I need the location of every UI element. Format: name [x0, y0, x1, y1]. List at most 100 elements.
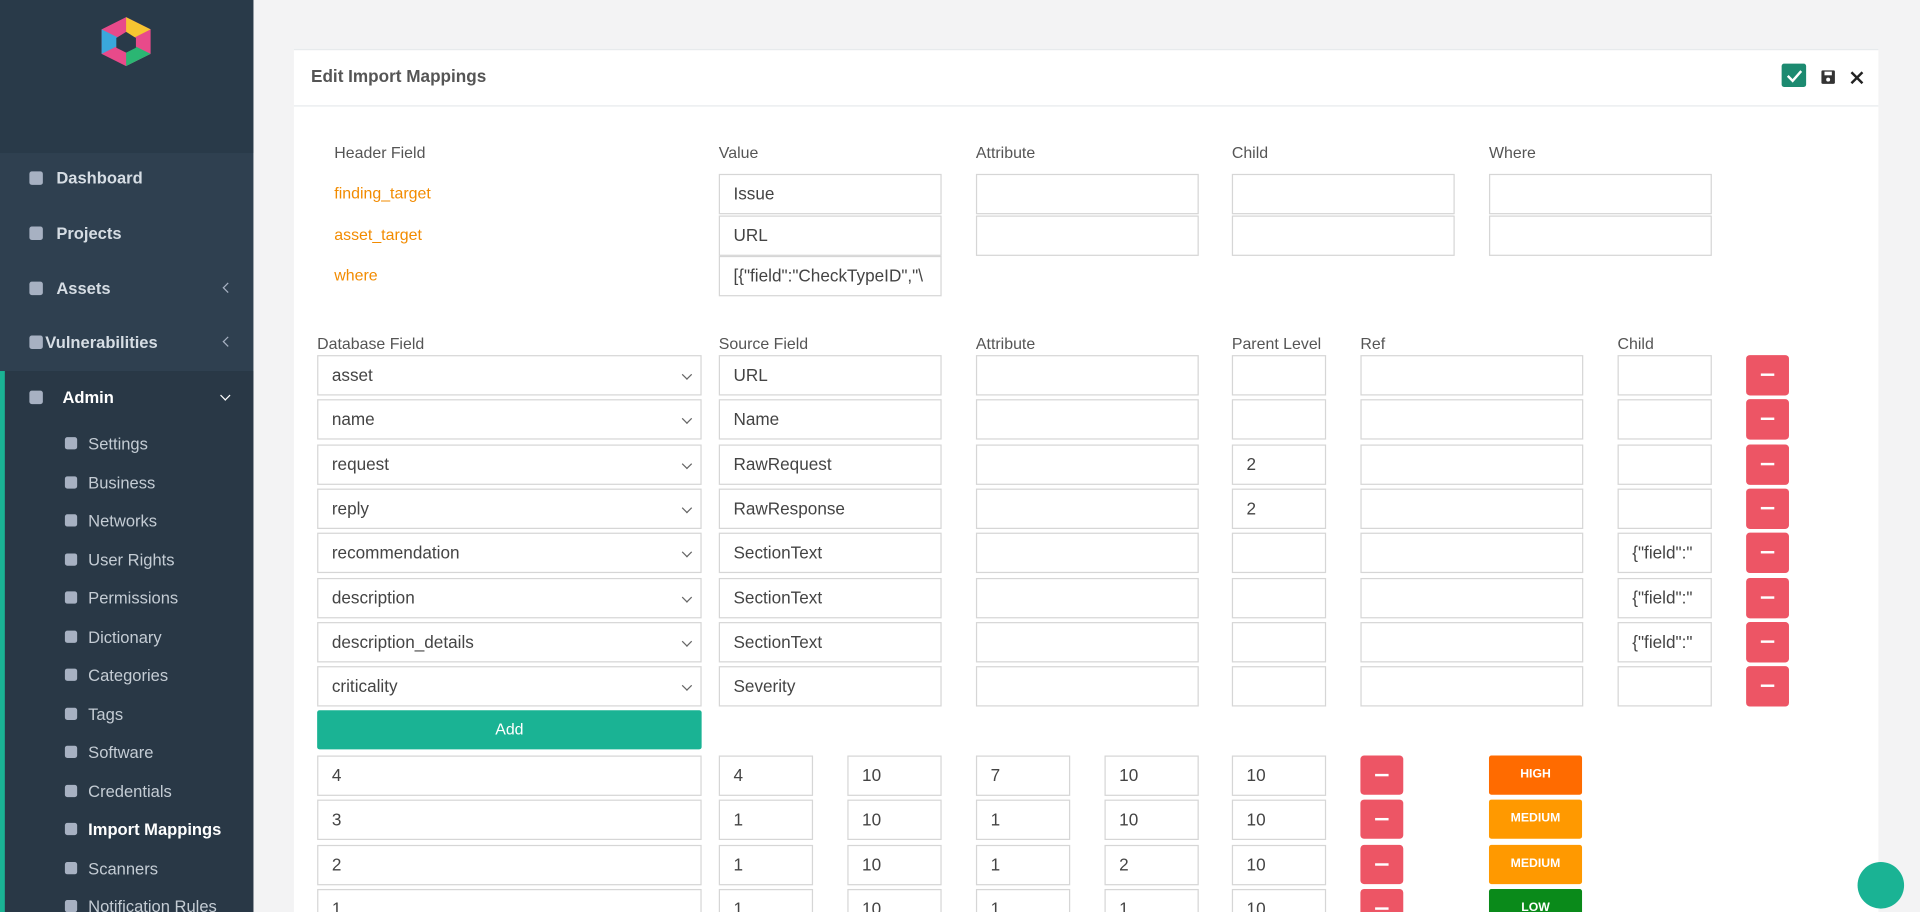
sub-nav-item[interactable]: Import Mappings — [88, 820, 222, 839]
confirm-button[interactable] — [1781, 63, 1807, 87]
mapping-input[interactable] — [975, 355, 1199, 396]
chat-button[interactable] — [1857, 862, 1905, 909]
value-input[interactable]: [{"field":"CheckTypeID","\ — [718, 255, 942, 297]
remove-button[interactable] — [1746, 355, 1789, 396]
mapping-input[interactable] — [1360, 532, 1584, 574]
severity-input[interactable]: 10 — [1231, 755, 1327, 796]
remove-button[interactable] — [1746, 532, 1789, 574]
sub-nav-item[interactable]: Credentials — [88, 781, 172, 801]
mapping-input[interactable] — [1231, 621, 1327, 663]
mapping-input[interactable] — [1231, 355, 1327, 396]
sub-nav-item[interactable]: Dictionary — [88, 627, 162, 646]
severity-input[interactable]: 1 — [1104, 888, 1199, 912]
mapping-input[interactable] — [1617, 666, 1712, 707]
field-select[interactable]: description — [317, 577, 702, 618]
mapping-input[interactable]: Severity — [718, 666, 942, 707]
remove-button[interactable] — [1746, 666, 1789, 707]
severity-input[interactable]: 10 — [1231, 844, 1327, 885]
mapping-input[interactable] — [1617, 443, 1712, 485]
sub-nav-item[interactable]: Software — [88, 743, 154, 762]
sub-nav-item[interactable]: Networks — [88, 511, 158, 531]
mapping-input[interactable] — [1360, 399, 1584, 440]
remove-button[interactable] — [1746, 577, 1789, 618]
mapping-input[interactable]: 2 — [1231, 488, 1327, 529]
nav-item[interactable]: Vulnerabilities — [45, 333, 158, 352]
severity-input[interactable]: 1 — [975, 888, 1071, 912]
mapping-input[interactable] — [1360, 488, 1584, 529]
empty-input[interactable] — [975, 214, 1199, 256]
field-select[interactable]: asset — [317, 355, 702, 396]
sub-nav-item[interactable]: Categories — [88, 666, 169, 685]
close-button[interactable] — [1850, 71, 1864, 85]
remove-button[interactable] — [1360, 755, 1404, 795]
value-input[interactable]: Issue — [718, 173, 942, 215]
mapping-input[interactable]: SectionText — [718, 532, 942, 574]
mapping-input[interactable] — [1231, 666, 1327, 707]
remove-button[interactable] — [1746, 399, 1789, 440]
field-select[interactable]: recommendation — [317, 532, 702, 574]
mapping-input[interactable]: 2 — [1231, 443, 1327, 485]
severity-input[interactable]: 1 — [317, 888, 702, 912]
mapping-input[interactable]: SectionText — [718, 577, 942, 618]
field-select[interactable]: request — [317, 443, 702, 485]
field-select[interactable]: criticality — [317, 666, 702, 707]
severity-input[interactable]: 10 — [847, 799, 942, 841]
mapping-input[interactable] — [1617, 355, 1712, 396]
nav-item[interactable]: Admin — [62, 388, 114, 407]
sub-nav-item[interactable]: Tags — [88, 704, 124, 724]
severity-input[interactable]: 10 — [847, 888, 942, 912]
sub-nav-item[interactable]: Notification Rules — [88, 897, 217, 912]
mapping-input[interactable] — [975, 488, 1199, 529]
sub-nav-item[interactable]: Settings — [88, 434, 148, 454]
mapping-input[interactable] — [975, 399, 1199, 440]
mapping-input[interactable] — [1360, 577, 1584, 618]
severity-input[interactable]: 2 — [1104, 844, 1199, 885]
mapping-input[interactable] — [1360, 621, 1584, 663]
empty-input[interactable] — [1231, 173, 1455, 215]
remove-button[interactable] — [1360, 799, 1404, 840]
mapping-input[interactable]: Name — [718, 399, 942, 440]
field-select[interactable]: name — [317, 399, 702, 440]
mapping-input[interactable] — [1360, 355, 1584, 396]
mapping-input[interactable] — [975, 621, 1199, 663]
mapping-input[interactable] — [1617, 488, 1712, 529]
remove-button[interactable] — [1746, 443, 1789, 485]
empty-input[interactable] — [1488, 173, 1712, 215]
severity-input[interactable]: 10 — [847, 844, 942, 885]
field-select[interactable]: description_details — [317, 621, 702, 663]
severity-input[interactable]: 1 — [718, 888, 814, 912]
mapping-input[interactable]: {"field":" — [1617, 621, 1712, 663]
mapping-input[interactable] — [1360, 443, 1584, 485]
severity-input[interactable]: 4 — [317, 755, 702, 796]
mapping-input[interactable]: {"field":" — [1617, 532, 1712, 574]
nav-item[interactable]: Dashboard — [56, 168, 143, 188]
remove-button[interactable] — [1360, 888, 1404, 912]
nav-item[interactable]: Assets — [56, 279, 111, 298]
severity-input[interactable]: 10 — [1231, 888, 1327, 912]
mapping-input[interactable]: RawRequest — [718, 443, 942, 485]
severity-input[interactable]: 10 — [847, 755, 942, 796]
mapping-input[interactable]: {"field":" — [1617, 577, 1712, 618]
mapping-input[interactable] — [1360, 666, 1584, 707]
severity-input[interactable]: 10 — [1231, 799, 1327, 841]
mapping-input[interactable] — [975, 443, 1199, 485]
add-button[interactable]: Add — [317, 710, 702, 750]
field-select[interactable]: reply — [317, 488, 702, 529]
save-button[interactable] — [1821, 70, 1836, 85]
remove-button[interactable] — [1360, 844, 1404, 884]
severity-input[interactable]: 1 — [975, 844, 1071, 885]
sub-nav-item[interactable]: Business — [88, 473, 156, 492]
empty-input[interactable] — [1488, 214, 1712, 256]
mapping-input[interactable]: SectionText — [718, 621, 942, 663]
mapping-input[interactable] — [1617, 399, 1712, 440]
mapping-input[interactable]: URL — [718, 355, 942, 396]
sub-nav-item[interactable]: Permissions — [88, 588, 179, 608]
remove-button[interactable] — [1746, 621, 1789, 663]
severity-input[interactable]: 2 — [317, 844, 702, 885]
sub-nav-item[interactable]: User Rights — [88, 550, 175, 569]
mapping-input[interactable] — [975, 666, 1199, 707]
value-input[interactable]: URL — [718, 214, 942, 256]
severity-input[interactable]: 1 — [975, 799, 1071, 841]
mapping-input[interactable]: RawResponse — [718, 488, 942, 529]
severity-input[interactable]: 3 — [317, 799, 702, 841]
